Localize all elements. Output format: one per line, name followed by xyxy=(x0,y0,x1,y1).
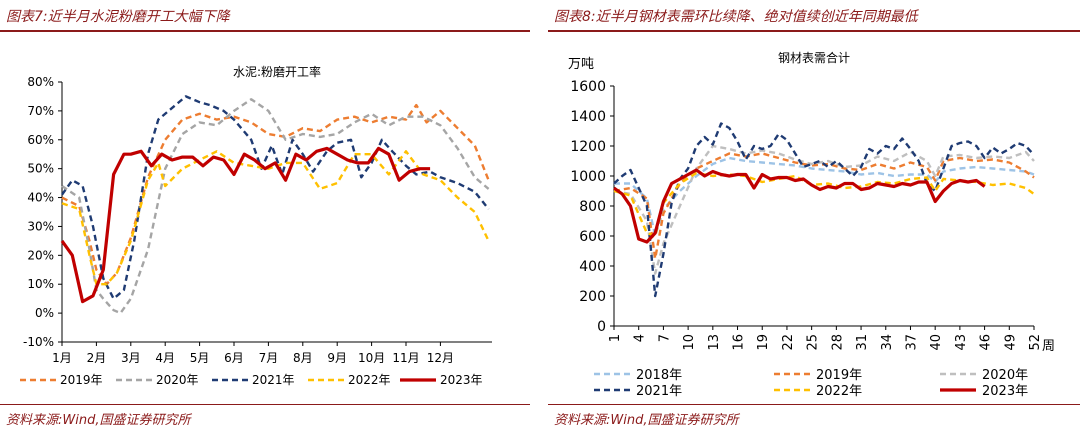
series-line-2023年 xyxy=(613,168,986,244)
series-line-2022年 xyxy=(61,150,490,286)
series-line-2019年 xyxy=(61,103,490,286)
y-tick-label: 200 xyxy=(579,289,606,305)
x-tick-label: 43 xyxy=(954,334,969,351)
y-tick-label: 40% xyxy=(27,191,54,205)
legend-label: 2019年 xyxy=(60,373,103,387)
legend-label: 2020年 xyxy=(982,368,1028,383)
series-line-2020年 xyxy=(613,144,1035,275)
x-tick-label: 4 xyxy=(633,334,648,342)
y-tick-label: 600 xyxy=(579,229,606,245)
x-tick-label: 1 xyxy=(608,334,623,342)
x-tick-label: 16 xyxy=(732,334,747,351)
series-line-2021年 xyxy=(613,122,1035,298)
x-tick-label: 2月 xyxy=(87,351,107,365)
legend-label: 2020年 xyxy=(156,373,199,387)
x-tick-label: 6月 xyxy=(224,351,244,365)
x-tick-label: 49 xyxy=(1003,334,1018,351)
chart-title: 钢材表需合计 xyxy=(778,50,850,65)
source-rule xyxy=(0,404,530,405)
x-tick-label: 19 xyxy=(756,334,771,351)
y-tick-label: 20% xyxy=(27,248,54,262)
y-tick-label: 30% xyxy=(27,219,54,233)
source-note: 资料来源:Wind,国盛证券研究所 xyxy=(554,413,739,428)
y-axis-unit: 万吨 xyxy=(568,57,594,72)
y-tick-label: 400 xyxy=(579,259,606,275)
series-line-2023年 xyxy=(60,146,431,304)
x-tick-label: 10 xyxy=(682,334,697,351)
x-tick-label: 13 xyxy=(707,334,722,351)
x-tick-label: 22 xyxy=(781,334,796,351)
y-tick-label: -10% xyxy=(23,335,54,349)
figure-title: 图表7:近半月水泥粉磨开工大幅下降 xyxy=(6,9,230,25)
x-tick-label: 5月 xyxy=(190,351,210,365)
title-rule xyxy=(0,30,530,32)
x-tick-label: 34 xyxy=(880,334,895,351)
x-tick-label: 52 xyxy=(1028,334,1043,351)
x-tick-label: 8月 xyxy=(293,351,313,365)
legend-label: 2019年 xyxy=(816,368,862,383)
y-tick-label: 0% xyxy=(35,306,54,320)
y-tick-label: 50% xyxy=(27,162,54,176)
series-line-2020年 xyxy=(61,98,490,315)
x-tick-label: 7 xyxy=(657,334,672,342)
legend-label: 2021年 xyxy=(636,384,682,399)
x-tick-label: 10月 xyxy=(358,351,385,365)
x-tick-label: 31 xyxy=(855,334,870,351)
y-tick-label: 70% xyxy=(27,104,54,118)
legend-label: 2018年 xyxy=(636,368,682,383)
y-tick-label: 1000 xyxy=(570,169,606,185)
x-tick-label: 4月 xyxy=(155,351,175,365)
y-tick-label: 80% xyxy=(27,75,54,89)
x-tick-label: 40 xyxy=(929,334,944,351)
x-tick-label: 7月 xyxy=(259,351,279,365)
title-rule xyxy=(548,30,1080,32)
x-tick-label: 46 xyxy=(979,334,994,351)
series-line-2021年 xyxy=(61,95,490,300)
y-tick-label: 60% xyxy=(27,133,54,147)
x-tick-label: 12月 xyxy=(427,351,454,365)
x-axis-label: 周 xyxy=(1042,339,1055,354)
y-tick-label: 0 xyxy=(597,319,606,335)
chart-title: 水泥:粉磨开工率 xyxy=(233,64,321,79)
figure-title: 图表8:近半月钢材表需环比续降、绝对值续创近年同期最低 xyxy=(554,9,918,25)
series-line-2018年 xyxy=(614,156,1035,238)
panel-cement: 图表7:近半月水泥粉磨开工大幅下降 水泥:粉磨开工率 -10% 0% 10% 20% 30… xyxy=(0,0,530,436)
x-tick-label: 11月 xyxy=(392,351,419,365)
legend-label: 2023年 xyxy=(982,384,1028,399)
legend-label: 2021年 xyxy=(252,373,295,387)
source-note: 资料来源:Wind,国盛证券研究所 xyxy=(6,413,191,428)
x-tick-label: 37 xyxy=(904,334,919,351)
source-rule xyxy=(548,404,1080,405)
legend-label: 2023年 xyxy=(440,373,483,387)
y-tick-label: 1600 xyxy=(570,79,606,95)
x-tick-label: 1月 xyxy=(52,351,72,365)
panel-steel: 图表8:近半月钢材表需环比续降、绝对值续创近年同期最低 钢材表需合计 万吨 0 200… xyxy=(548,0,1080,436)
y-tick-label: 800 xyxy=(579,199,606,215)
x-tick-label: 9月 xyxy=(327,351,347,365)
y-tick-label: 1400 xyxy=(570,109,606,125)
steel-chart: 钢材表需合计 万吨 0 200 400 600 800 1000 1200 1400 1600 1 4 7… xyxy=(568,50,1055,399)
x-tick-label: 3月 xyxy=(121,351,141,365)
y-tick-label: 10% xyxy=(27,277,54,291)
legend-label: 2022年 xyxy=(816,384,862,399)
x-tick-label: 28 xyxy=(830,334,845,351)
y-tick-label: 1200 xyxy=(570,139,606,155)
x-tick-label: 25 xyxy=(806,334,821,351)
cement-chart: 水泥:粉磨开工率 -10% 0% 10% 20% 30% 40% 50% 60% 70% 80% 1月… xyxy=(20,64,492,387)
legend-label: 2022年 xyxy=(348,373,391,387)
